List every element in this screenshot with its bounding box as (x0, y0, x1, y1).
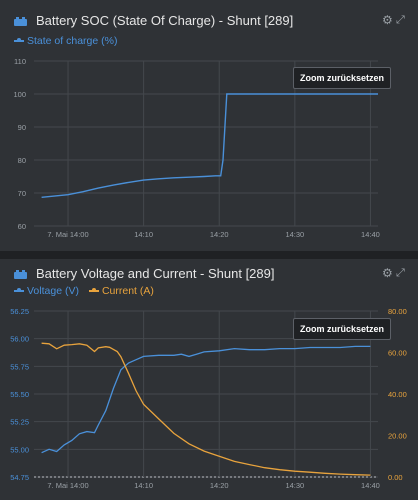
x-tick-label: 14:40 (361, 230, 380, 239)
x-tick-label: 14:40 (361, 481, 380, 490)
y-right-tick-label: 60.00 (388, 349, 407, 358)
x-tick-label: 14:30 (285, 481, 304, 490)
y-left-tick-label: 55.00 (10, 445, 29, 454)
voltage-current-chart-title: Battery Voltage and Current - Shunt [289… (36, 266, 275, 281)
x-tick-label: 14:20 (210, 230, 229, 239)
reset-zoom-button[interactable]: Zoom zurücksetzen (293, 67, 392, 89)
battery-icon (14, 17, 28, 26)
legend-label-soc: State of charge (%) (27, 35, 118, 47)
reset-zoom-button[interactable]: Zoom zurücksetzen (293, 318, 392, 340)
soc-chart-panel: Battery SOC (State Of Charge) - Shunt [2… (0, 0, 418, 251)
y-right-tick-label: 20.00 (388, 432, 407, 441)
voltage-current-chart-plot[interactable]: 54.75 55.00 55.25 55.50 55.75 56.00 56.25 0.00 2… (0, 251, 418, 492)
y-left-tick-label: 55.25 (10, 418, 29, 427)
y-right-tick-label: 80.00 (388, 307, 407, 316)
legend-item-voltage[interactable]: Voltage (V) (14, 285, 79, 297)
series-line-voltage (41, 345, 371, 454)
x-tick-label: 14:30 (285, 230, 304, 239)
y-left-tick-label: 56.25 (10, 307, 29, 316)
legend-swatch-voltage (14, 288, 24, 292)
y-right-tick-label: 0.00 (388, 473, 403, 482)
expand-icon[interactable]: ⤢ (396, 267, 405, 279)
legend-label-voltage: Voltage (V) (27, 285, 79, 297)
x-tick-label: 7. Mai 14:00 (47, 481, 88, 490)
x-tick-label: 7. Mai 14:00 (47, 230, 88, 239)
y-right-tick-label: 40.00 (388, 390, 407, 399)
y-left-tick-label: 55.50 (10, 390, 29, 399)
soc-chart-title: Battery SOC (State Of Charge) - Shunt [2… (36, 13, 294, 28)
legend-item-soc[interactable]: State of charge (%) (14, 35, 117, 47)
legend-swatch-current (88, 288, 99, 292)
x-tick-label: 14:10 (134, 230, 153, 239)
gear-icon[interactable]: ⚙ (382, 266, 393, 280)
soc-chart-plot[interactable]: 60 70 80 90 100 110 7. Mai 14:00 14:10 14:20 14:3… (0, 0, 418, 251)
gear-icon[interactable]: ⚙ (382, 13, 393, 27)
legend-item-current[interactable]: Current (A) (88, 285, 154, 297)
y-tick-label: 100 (13, 90, 26, 99)
x-tick-label: 14:20 (210, 481, 229, 490)
y-tick-label: 60 (18, 222, 26, 231)
voltage-current-legend[interactable]: Voltage (V) Current (A) (14, 285, 154, 297)
x-tick-label: 14:10 (134, 481, 153, 490)
series-line-soc (41, 93, 378, 198)
soc-legend[interactable]: State of charge (%) (14, 35, 117, 47)
y-left-tick-label: 56.00 (10, 335, 29, 344)
y-tick-label: 110 (14, 57, 26, 66)
y-tick-label: 70 (18, 189, 26, 198)
legend-label-current: Current (A) (101, 285, 154, 297)
y-left-tick-label: 54.75 (10, 473, 29, 482)
expand-icon[interactable]: ⤢ (396, 14, 405, 26)
y-tick-label: 80 (18, 156, 26, 165)
voltage-current-chart-panel: Battery Voltage and Current - Shunt [289… (0, 251, 418, 500)
series-line-current (41, 342, 371, 476)
y-tick-label: 90 (18, 123, 26, 132)
battery-icon (14, 270, 28, 279)
y-left-tick-label: 55.75 (10, 362, 29, 371)
legend-swatch-soc (14, 38, 24, 42)
